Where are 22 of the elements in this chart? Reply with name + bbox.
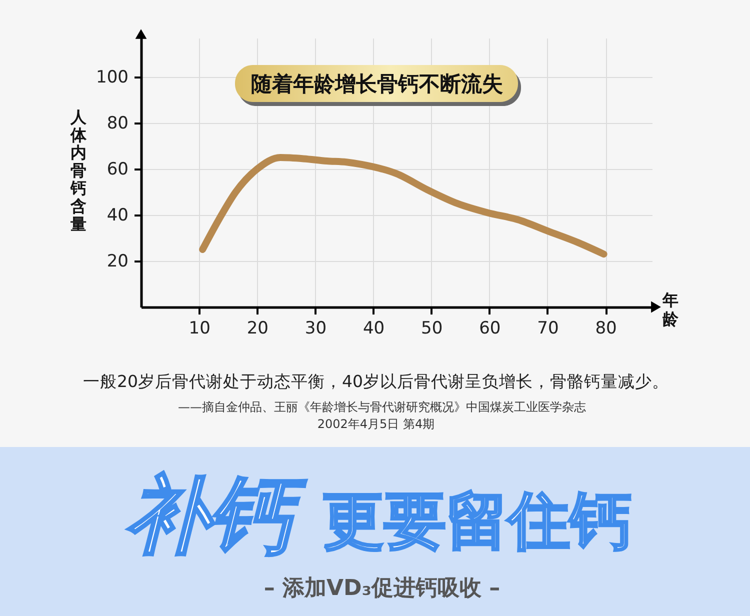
x-tick-label: 30 [304,318,327,338]
y-tick-label: 80 [106,114,128,134]
x-tick-label: 60 [479,318,501,338]
x-tick-label: 70 [537,318,559,338]
text: 2002年4月5日 第4期 [317,417,435,431]
text: 更要留住钙 [322,484,632,557]
y-tick-label: 20 [106,252,128,272]
y-axis-title: 人体内骨钙含量 [70,108,88,234]
x-tick-label: 20 [246,318,268,338]
y-tick-label: 100 [96,68,128,88]
text: ——摘自金仲品、王丽《年龄增长与骨代谢研究概况》中国煤炭工业医学杂志 [178,400,586,414]
text: 补钙 [125,466,307,564]
x-tick-label: 50 [421,318,443,338]
text: – 添加VD₃促进钙吸收 – [264,576,500,601]
x-tick-label: 10 [188,318,210,338]
x-tick-label: 80 [595,318,617,338]
text: 随着年龄增长骨钙不断流失 [251,72,503,96]
x-tick-label: 40 [362,318,385,338]
y-tick-label: 40 [106,206,128,226]
y-tick-label: 60 [106,160,128,180]
x-axis-title: 年龄 [662,290,680,328]
text: 一般20岁后骨代谢处于动态平衡，40岁以后骨代谢呈负增长，骨骼钙量减少。 [83,372,669,391]
